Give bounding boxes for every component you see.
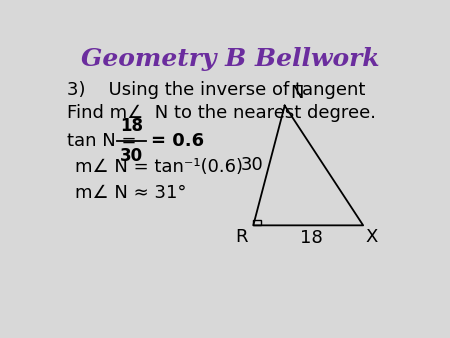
Text: 3)    Using the inverse of tangent: 3) Using the inverse of tangent <box>67 81 365 99</box>
Text: 30: 30 <box>241 156 264 174</box>
Bar <box>253 220 261 225</box>
Text: = 0.6: = 0.6 <box>151 132 204 150</box>
Text: X: X <box>366 228 378 246</box>
Text: 18: 18 <box>120 117 143 135</box>
Text: 18: 18 <box>300 229 323 247</box>
Text: tan N =: tan N = <box>67 132 136 150</box>
Text: 30: 30 <box>120 147 143 165</box>
Text: R: R <box>235 228 248 246</box>
Text: m∠ N ≈ 31°: m∠ N ≈ 31° <box>76 184 187 202</box>
Text: Geometry B Bellwork: Geometry B Bellwork <box>81 47 380 71</box>
Text: N: N <box>290 84 303 102</box>
Text: Find m∠  N to the nearest degree.: Find m∠ N to the nearest degree. <box>67 104 376 122</box>
Text: m∠ N = tan⁻¹(0.6): m∠ N = tan⁻¹(0.6) <box>76 158 243 176</box>
